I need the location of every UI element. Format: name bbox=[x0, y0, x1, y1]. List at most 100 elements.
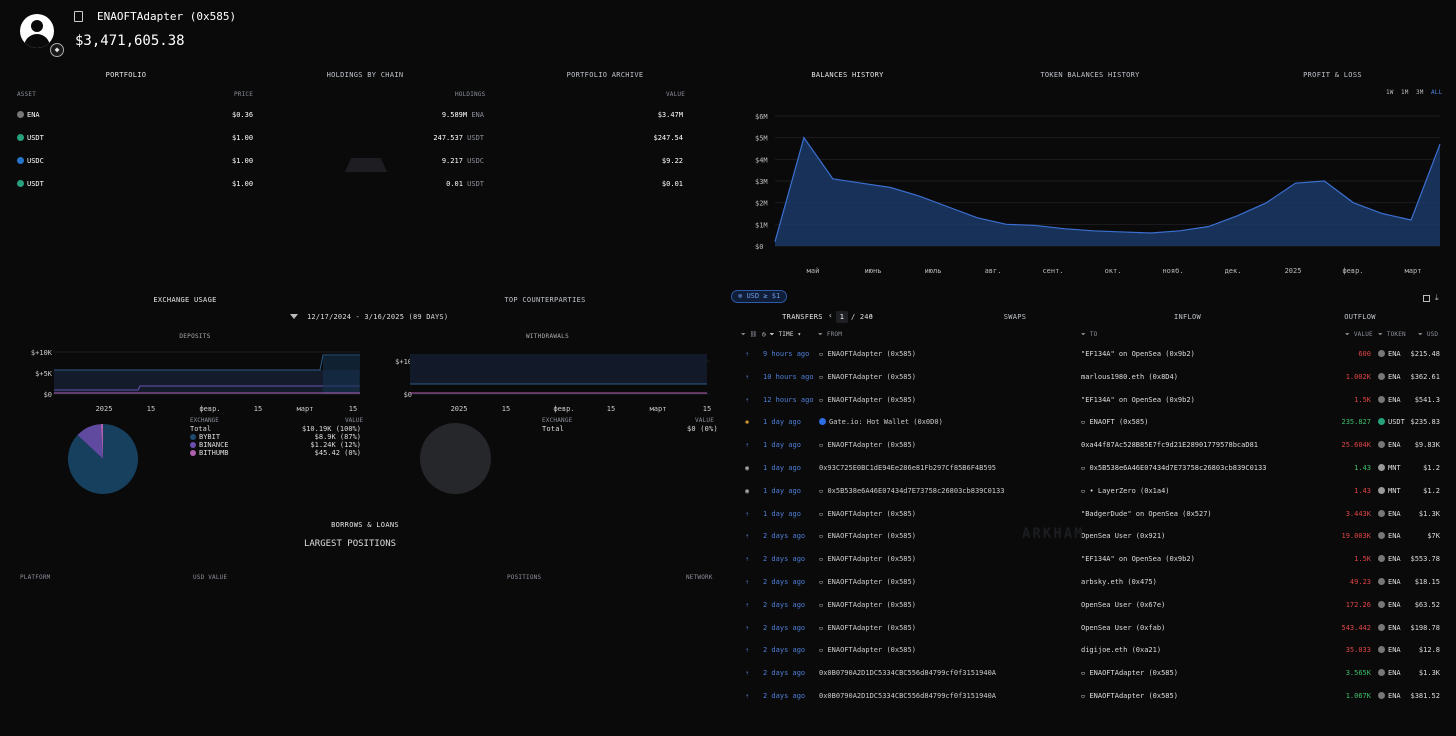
col-usd[interactable]: ⏷ USD bbox=[1418, 331, 1439, 338]
deposits-pie-chart[interactable] bbox=[67, 423, 139, 495]
filter-icon[interactable] bbox=[290, 314, 298, 319]
tx-time[interactable]: 1 day ago bbox=[763, 486, 801, 495]
tx-to[interactable]: "EF134A" on OpenSea (0x9b2) bbox=[1081, 350, 1195, 358]
deposits-chart[interactable]: $+10K $+5K $0 2025 15 февр. 15 март 15 bbox=[20, 344, 365, 414]
tx-from[interactable]: ▫ ENAOFTAdapter (0x585) bbox=[819, 578, 916, 586]
col-from[interactable]: ⏷ FROM bbox=[818, 331, 843, 338]
portfolio-row-asset[interactable]: USDT bbox=[17, 180, 44, 188]
tx-token[interactable]: ENA bbox=[1378, 600, 1401, 609]
tab-outflow[interactable]: OUTFLOW bbox=[1344, 313, 1376, 321]
tx-from[interactable]: ▫ ENAOFTAdapter (0x585) bbox=[819, 624, 916, 632]
tab-inflow[interactable]: INFLOW bbox=[1173, 313, 1202, 321]
tx-from[interactable]: ▫ ENAOFTAdapter (0x585) bbox=[819, 510, 916, 518]
tx-time[interactable]: 2 days ago bbox=[763, 555, 806, 564]
tx-from[interactable]: ▫ ENAOFTAdapter (0x585) bbox=[819, 532, 916, 540]
col-network[interactable]: NETWORK bbox=[686, 574, 713, 581]
exchange-usage-title[interactable]: EXCHANGE USAGE bbox=[153, 296, 217, 304]
tx-token[interactable]: USDT bbox=[1378, 418, 1405, 426]
tab-balances-history[interactable]: BALANCES HISTORY bbox=[811, 71, 884, 79]
col-value-tx[interactable]: ⏷ VALUE bbox=[1345, 331, 1373, 338]
tx-from[interactable]: ▫ ENAOFTAdapter (0x585) bbox=[819, 441, 916, 449]
tx-from[interactable]: 0x0B0790A2D1DC5334CBC556d84799cf0f315194… bbox=[819, 692, 996, 700]
tab-holdings-by-chain[interactable]: HOLDINGS BY CHAIN bbox=[326, 71, 404, 79]
tx-from[interactable]: ▫ ENAOFTAdapter (0x585) bbox=[819, 601, 916, 609]
tx-time[interactable]: 2 days ago bbox=[763, 600, 806, 609]
tab-portfolio-archive[interactable]: PORTFOLIO ARCHIVE bbox=[566, 71, 644, 79]
tx-to[interactable]: ▫ ENAOFTAdapter (0x585) bbox=[1081, 692, 1178, 700]
tx-to[interactable]: marlous1980.eth (0x8D4) bbox=[1081, 373, 1178, 381]
tx-time[interactable]: 2 days ago bbox=[763, 532, 806, 541]
col-value[interactable]: VALUE bbox=[666, 91, 686, 98]
col-time[interactable]: ◷ ⏷ TIME ▾ bbox=[762, 331, 802, 338]
tx-to[interactable]: OpenSea User (0x67e) bbox=[1081, 601, 1165, 609]
tx-to[interactable]: ▫ • LayerZero (0x1a4) bbox=[1081, 487, 1170, 495]
col-usd-value[interactable]: USD VALUE bbox=[193, 574, 228, 581]
tx-from[interactable]: ▫ 0x5B538e6A46E07434d7E73758c26803cb839C… bbox=[819, 487, 1004, 495]
tx-time[interactable]: 2 days ago bbox=[763, 692, 806, 700]
download-icon[interactable]: ⤓ bbox=[1435, 293, 1439, 302]
portfolio-row-asset[interactable]: USDC bbox=[17, 157, 44, 165]
tx-token[interactable]: ENA bbox=[1378, 372, 1401, 381]
tx-to[interactable]: OpenSea User (0x921) bbox=[1081, 532, 1165, 540]
tx-token[interactable]: MNT bbox=[1378, 464, 1401, 472]
tab-profit-loss[interactable]: PROFIT & LOSS bbox=[1303, 71, 1362, 79]
tx-time[interactable]: 10 hours ago bbox=[763, 372, 814, 381]
tx-time[interactable]: 1 day ago bbox=[763, 464, 801, 472]
tx-time[interactable]: 1 day ago bbox=[763, 509, 801, 518]
tx-token[interactable]: ENA bbox=[1378, 578, 1401, 586]
range-3m[interactable]: 3M bbox=[1416, 89, 1424, 96]
tx-from[interactable]: ▫ ENAOFTAdapter (0x585) bbox=[819, 350, 916, 358]
tx-time[interactable]: 2 days ago bbox=[763, 623, 806, 632]
date-range[interactable]: 12/17/2024 - 3/16/2025 (89 DAYS) bbox=[307, 313, 449, 321]
tx-time[interactable]: 12 hours ago bbox=[763, 395, 814, 404]
portfolio-row-asset[interactable]: USDT bbox=[17, 134, 44, 142]
tx-from[interactable]: Gate.io: Hot Wallet (0x0D0) bbox=[819, 418, 943, 426]
tx-to[interactable]: ▫ 0x5B538e6A46E07434d7E73758c26803cb839C… bbox=[1081, 464, 1266, 472]
tx-to[interactable]: ▫ ENAOFT (0x585) bbox=[1081, 418, 1148, 426]
tx-time[interactable]: 2 days ago bbox=[763, 578, 806, 586]
usd-filter-chip[interactable]: ⊗ USD ≥ $1 bbox=[731, 290, 788, 303]
balances-history-chart[interactable]: $6M $5M $4M $3M $2M $1M $0 май июнь июль авг. сент.… bbox=[745, 100, 1445, 280]
tx-to[interactable]: "EF134A" on OpenSea (0x9b2) bbox=[1081, 396, 1195, 404]
entity-name[interactable]: ENAOFTAdapter (0x585) bbox=[97, 10, 237, 23]
tx-token[interactable]: ENA bbox=[1378, 441, 1401, 449]
tx-time[interactable]: 9 hours ago bbox=[763, 350, 810, 358]
range-1m[interactable]: 1M bbox=[1401, 89, 1409, 96]
tx-to[interactable]: arbsky.eth (0x475) bbox=[1081, 578, 1157, 586]
tx-token[interactable]: ENA bbox=[1378, 646, 1401, 654]
tx-time[interactable]: 2 days ago bbox=[763, 669, 806, 678]
tx-from[interactable]: ▫ ENAOFTAdapter (0x585) bbox=[819, 396, 916, 404]
next-page-icon[interactable]: › bbox=[869, 311, 874, 320]
top-counterparties-title[interactable]: TOP COUNTERPARTIES bbox=[504, 296, 586, 304]
tx-token[interactable]: ENA bbox=[1378, 532, 1401, 540]
col-to[interactable]: ⏷ TO bbox=[1081, 331, 1098, 338]
tx-token[interactable]: MNT bbox=[1378, 486, 1401, 495]
borrows-loans-title[interactable]: BORROWS & LOANS bbox=[331, 521, 399, 529]
tx-time[interactable]: 1 day ago bbox=[763, 418, 801, 427]
col-filters-icon[interactable]: ⏷ ⛓ bbox=[741, 331, 758, 338]
prev-page-icon[interactable]: ‹ bbox=[828, 311, 833, 320]
tx-from[interactable]: ▫ ENAOFTAdapter (0x585) bbox=[819, 373, 916, 381]
tx-to[interactable]: "EF134A" on OpenSea (0x9b2) bbox=[1081, 555, 1195, 563]
withdrawals-chart[interactable]: $+10 $0 2025 15 февр. 15 март 15 bbox=[380, 344, 715, 414]
tx-token[interactable]: ENA bbox=[1378, 669, 1401, 677]
tx-from[interactable]: 0x0B0790A2D1DC5334CBC556d84799cf0f315194… bbox=[819, 669, 996, 677]
col-asset[interactable]: ASSET bbox=[17, 91, 37, 98]
col-platform[interactable]: PLATFORM bbox=[20, 574, 51, 581]
tab-transfers[interactable]: TRANSFERS bbox=[782, 313, 823, 321]
col-price[interactable]: PRICE bbox=[234, 91, 254, 98]
pie-slice[interactable] bbox=[100, 424, 103, 459]
tx-token[interactable]: ENA bbox=[1378, 350, 1401, 358]
tx-from[interactable]: 0x93C725E0BC1dE94Ee286e81Fb297Cf85B6F4B5… bbox=[819, 464, 996, 472]
tx-token[interactable]: ENA bbox=[1378, 509, 1401, 518]
tx-to[interactable]: digijoe.eth (0xa21) bbox=[1081, 646, 1161, 654]
tx-to[interactable]: OpenSea User (0xfab) bbox=[1081, 624, 1165, 632]
tx-time[interactable]: 2 days ago bbox=[763, 646, 806, 655]
tx-from[interactable]: ▫ ENAOFTAdapter (0x585) bbox=[819, 555, 916, 563]
range-1w[interactable]: 1W bbox=[1386, 89, 1394, 96]
close-icon[interactable]: ⊗ bbox=[738, 292, 747, 300]
tx-from[interactable]: ▫ ENAOFTAdapter (0x585) bbox=[819, 646, 916, 654]
pie-slice[interactable] bbox=[77, 424, 103, 459]
tx-token[interactable]: ENA bbox=[1378, 623, 1401, 632]
portfolio-row-asset[interactable]: ENA bbox=[17, 111, 40, 119]
